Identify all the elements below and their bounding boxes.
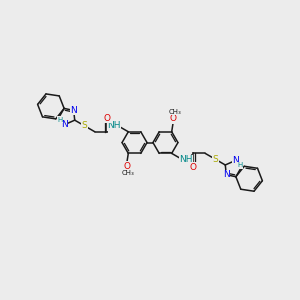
Text: S: S [213, 155, 218, 164]
Text: CH₃: CH₃ [122, 170, 135, 176]
Text: N: N [70, 106, 77, 115]
Text: NH: NH [179, 155, 193, 164]
Text: H: H [237, 163, 242, 169]
Text: O: O [190, 163, 197, 172]
Text: NH: NH [107, 121, 121, 130]
Text: O: O [170, 114, 177, 123]
Text: N: N [223, 170, 230, 179]
Text: H: H [58, 117, 63, 123]
Text: N: N [232, 157, 239, 166]
Text: S: S [82, 121, 87, 130]
Text: CH₃: CH₃ [168, 109, 181, 115]
Text: N: N [61, 120, 68, 129]
Text: O: O [103, 114, 110, 123]
Text: O: O [123, 162, 130, 171]
